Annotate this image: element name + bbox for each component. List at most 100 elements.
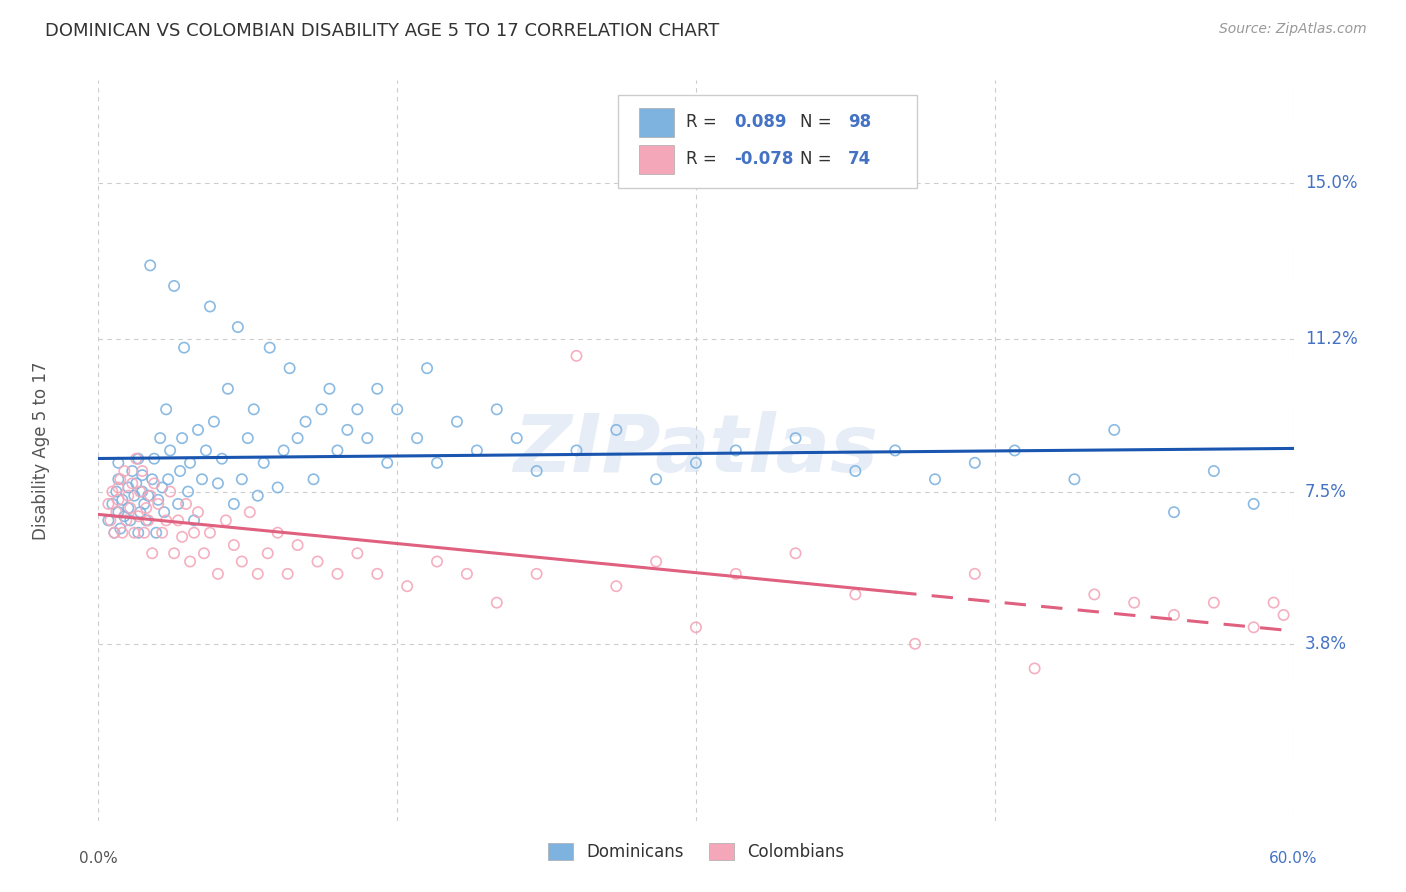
- Point: [924, 472, 946, 486]
- Point: [187, 505, 209, 519]
- Point: [506, 431, 529, 445]
- Point: [172, 431, 194, 445]
- Point: [111, 492, 134, 507]
- Point: [107, 481, 129, 495]
- Point: [115, 513, 138, 527]
- Point: [1202, 464, 1225, 478]
- Point: [117, 501, 139, 516]
- Point: [366, 382, 388, 396]
- Point: [465, 443, 488, 458]
- Point: [1063, 472, 1085, 486]
- Point: [287, 431, 309, 445]
- Point: [318, 382, 340, 396]
- Point: [207, 566, 229, 581]
- Point: [785, 431, 807, 445]
- Point: [187, 423, 209, 437]
- Point: [191, 472, 214, 486]
- Point: [963, 566, 986, 581]
- Point: [124, 489, 146, 503]
- Point: [167, 497, 190, 511]
- Point: [134, 525, 156, 540]
- Point: [120, 513, 142, 527]
- Point: [273, 443, 295, 458]
- Point: [124, 525, 146, 540]
- Point: [129, 505, 152, 519]
- Point: [685, 456, 707, 470]
- Point: [98, 513, 122, 527]
- Point: [163, 279, 186, 293]
- Point: [1163, 607, 1185, 622]
- Point: [150, 481, 173, 495]
- Point: [366, 566, 388, 581]
- Point: [485, 596, 508, 610]
- Point: [173, 341, 195, 355]
- Point: [278, 361, 301, 376]
- Point: [246, 489, 269, 503]
- Point: [107, 505, 129, 519]
- Point: [141, 472, 163, 486]
- Point: [256, 546, 278, 560]
- Point: [844, 464, 866, 478]
- Point: [222, 497, 245, 511]
- Point: [198, 300, 221, 314]
- Text: 11.2%: 11.2%: [1305, 330, 1357, 349]
- Point: [153, 505, 176, 519]
- Point: [356, 431, 378, 445]
- Point: [155, 402, 177, 417]
- Point: [183, 513, 205, 527]
- Point: [127, 525, 149, 540]
- Point: [565, 443, 588, 458]
- Point: [139, 489, 162, 503]
- Point: [311, 402, 333, 417]
- Point: [1104, 423, 1126, 437]
- Point: [231, 472, 253, 486]
- Point: [326, 566, 349, 581]
- Point: [526, 464, 548, 478]
- Point: [198, 525, 221, 540]
- Point: [107, 456, 129, 470]
- Point: [159, 443, 181, 458]
- Point: [685, 620, 707, 634]
- Point: [226, 320, 249, 334]
- Point: [526, 566, 548, 581]
- Point: [202, 415, 225, 429]
- Point: [136, 489, 159, 503]
- Point: [131, 464, 153, 478]
- Text: 74: 74: [848, 151, 870, 169]
- Point: [236, 431, 259, 445]
- Point: [267, 481, 290, 495]
- FancyBboxPatch shape: [638, 145, 675, 174]
- Point: [121, 476, 143, 491]
- Text: 98: 98: [848, 113, 870, 131]
- Point: [1243, 620, 1265, 634]
- Point: [1202, 596, 1225, 610]
- Point: [246, 566, 269, 581]
- Point: [565, 349, 588, 363]
- Point: [844, 587, 866, 601]
- Point: [605, 579, 627, 593]
- Point: [785, 546, 807, 560]
- Point: [406, 431, 429, 445]
- Point: [1083, 587, 1105, 601]
- Point: [267, 525, 290, 540]
- Point: [605, 423, 627, 437]
- Point: [143, 451, 166, 466]
- Text: Source: ZipAtlas.com: Source: ZipAtlas.com: [1219, 22, 1367, 37]
- Point: [145, 525, 167, 540]
- Point: [125, 476, 148, 491]
- Point: [129, 484, 152, 499]
- Point: [426, 554, 449, 569]
- Text: 0.0%: 0.0%: [79, 851, 118, 866]
- Text: 3.8%: 3.8%: [1305, 635, 1347, 653]
- Point: [416, 361, 439, 376]
- Point: [110, 522, 132, 536]
- Point: [336, 423, 359, 437]
- Point: [904, 637, 927, 651]
- Point: [179, 554, 201, 569]
- Point: [127, 451, 149, 466]
- Point: [724, 566, 747, 581]
- Point: [231, 554, 253, 569]
- Text: ZIPatlas: ZIPatlas: [513, 411, 879, 490]
- Point: [117, 481, 139, 495]
- Point: [148, 492, 170, 507]
